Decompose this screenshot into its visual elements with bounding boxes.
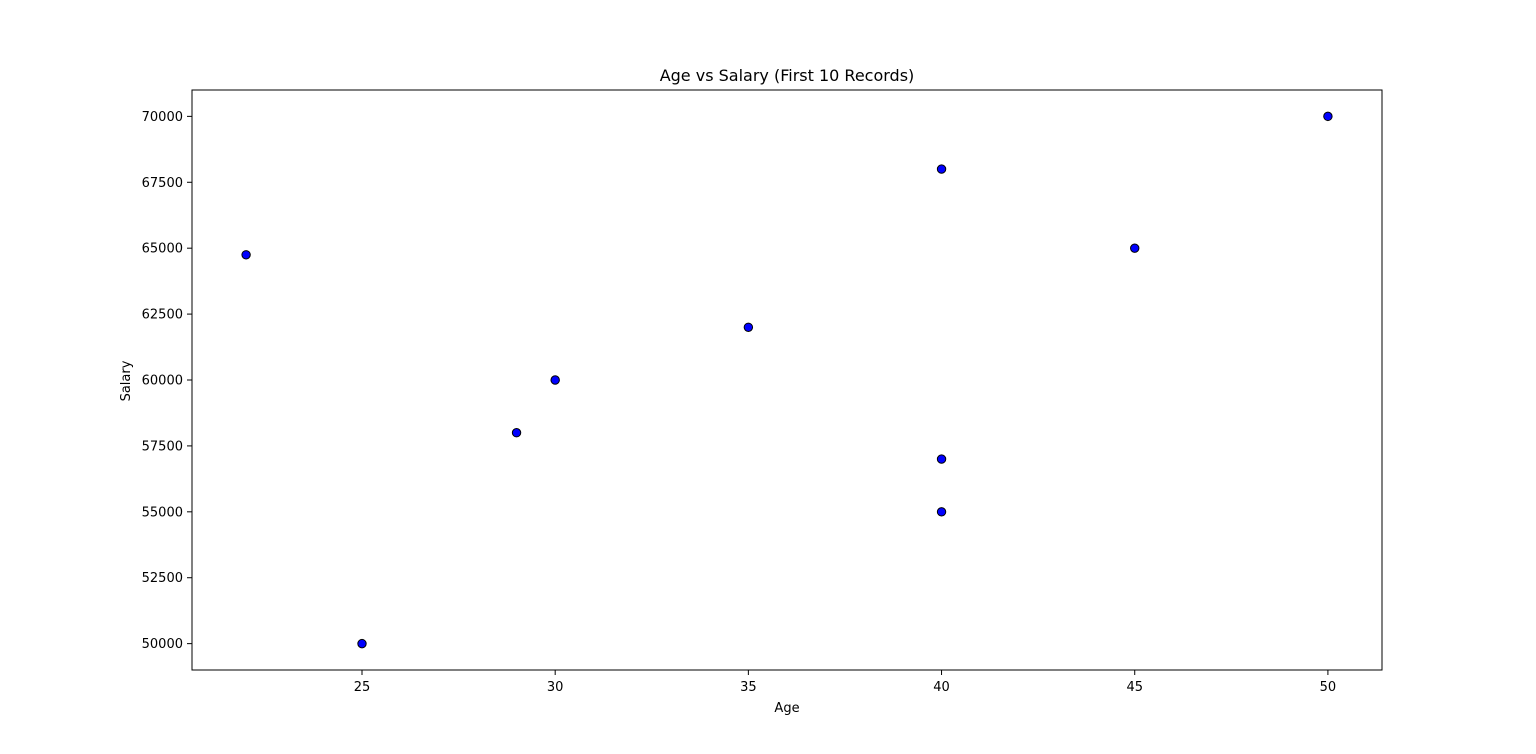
data-point <box>357 638 367 649</box>
x-axis-title: Age <box>774 701 799 716</box>
y-tick-label: 52500 <box>142 571 183 586</box>
x-axis-ticks: 25 30 35 40 45 50 <box>354 670 1336 695</box>
data-point <box>936 454 947 464</box>
data-point <box>511 428 522 438</box>
plot-area <box>191 89 1383 671</box>
x-tick-label: 40 <box>933 680 950 695</box>
x-tick-label: 35 <box>740 680 757 695</box>
data-point <box>1130 243 1140 253</box>
y-tick-label: 70000 <box>142 110 183 125</box>
y-axis-ticks: 50000 52500 55000 57500 60000 62500 65000 67500… <box>142 110 192 652</box>
x-tick-label: 45 <box>1126 680 1143 695</box>
y-tick-label: 50000 <box>142 637 183 652</box>
x-tick-label: 50 <box>1320 680 1337 695</box>
y-tick-label: 57500 <box>142 439 183 454</box>
data-point <box>743 322 754 332</box>
data-points <box>241 111 1333 649</box>
data-point <box>936 507 947 517</box>
y-tick-label: 62500 <box>142 308 183 323</box>
y-tick-label: 60000 <box>142 374 183 389</box>
y-tick-label: 55000 <box>142 505 183 520</box>
x-tick-label: 25 <box>354 680 371 695</box>
x-tick-label: 30 <box>547 680 564 695</box>
data-point <box>1323 111 1333 122</box>
data-point <box>241 250 251 260</box>
plot-frame <box>191 89 1383 671</box>
data-point <box>936 164 947 174</box>
chart-title: Age vs Salary (First 10 Records) <box>660 66 915 85</box>
y-tick-label: 67500 <box>142 176 183 191</box>
y-axis-title: Salary <box>119 360 134 401</box>
y-tick-label: 65000 <box>142 242 183 257</box>
data-point <box>550 375 560 385</box>
